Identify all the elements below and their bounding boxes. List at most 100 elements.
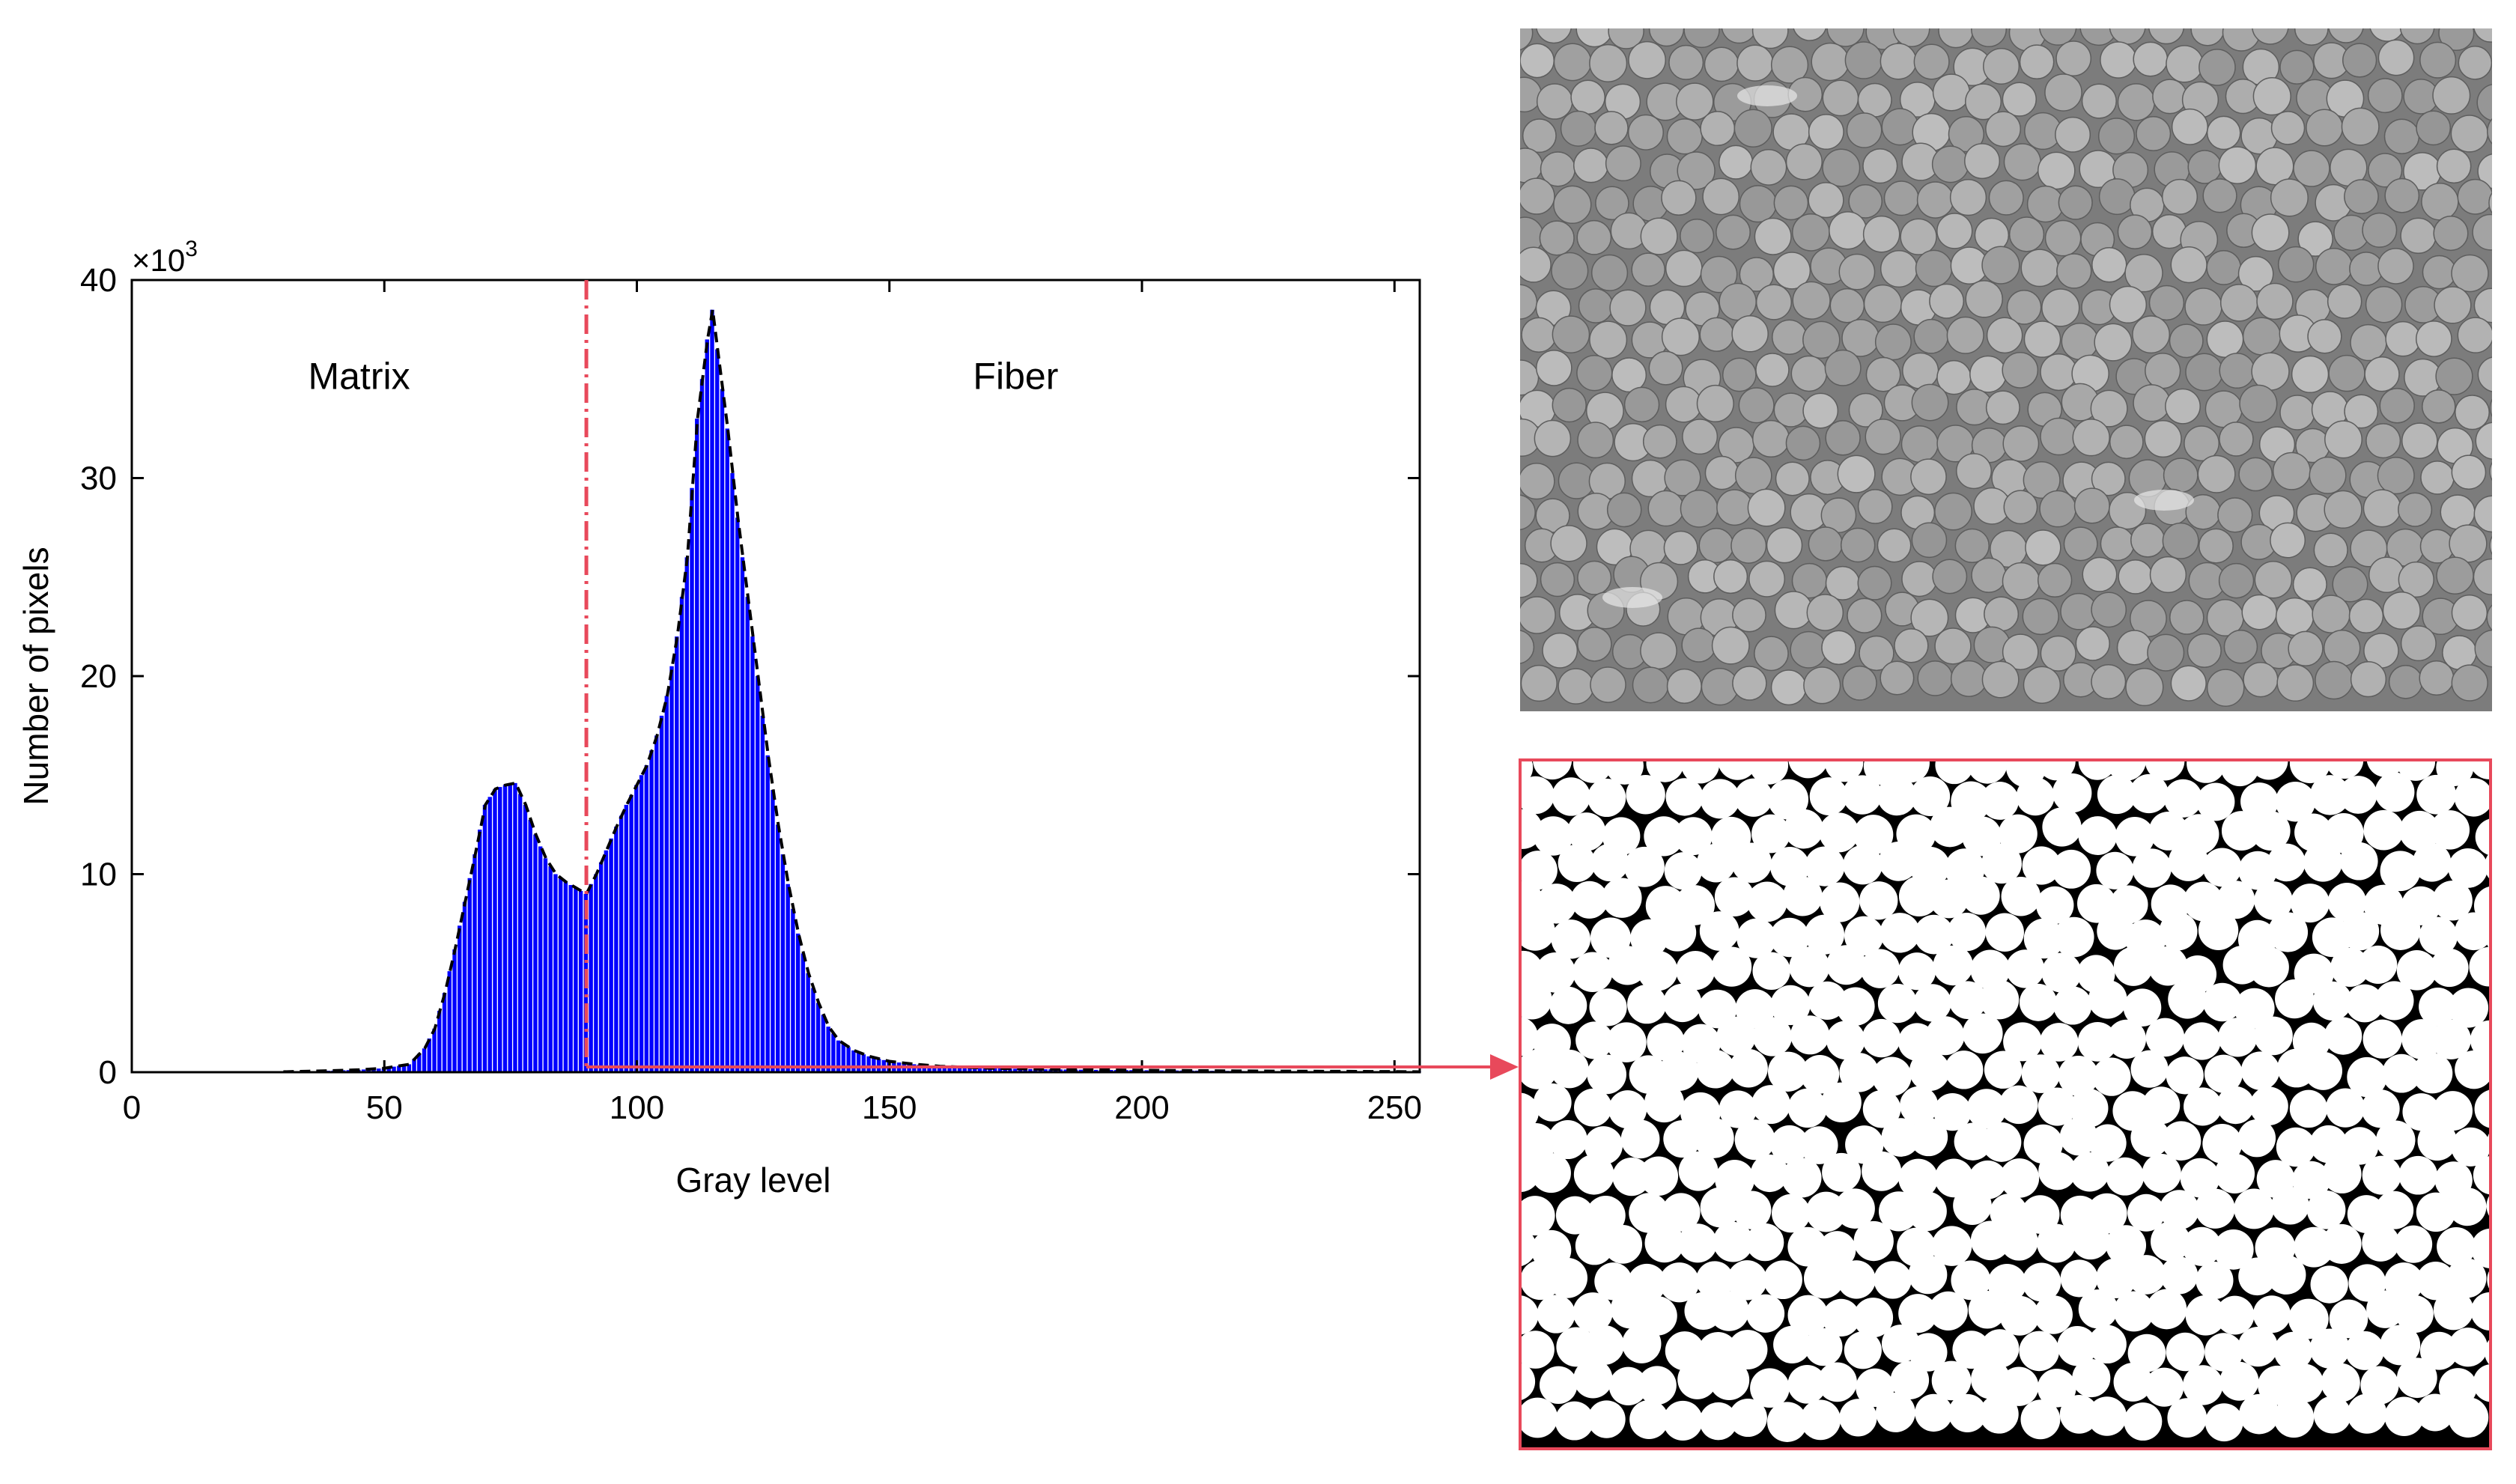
histogram-bar [800,953,806,1072]
fiber [2023,666,2061,704]
fiber [2315,247,2353,285]
fiber [1731,314,1769,353]
fiber [2206,320,2244,359]
fiber [2130,523,2166,558]
fiber-white [1910,776,1951,817]
fiber-white [1948,1393,1987,1432]
fiber [1792,281,1831,320]
fiber-white [2159,912,2198,951]
histogram-bar [639,775,644,1072]
fiber-white [1985,913,2024,952]
fiber [1609,289,1647,326]
fiber-white [2380,910,2421,950]
histogram-bar [851,1050,856,1072]
fiber [1910,458,1947,496]
fiber-white [2237,1119,2276,1158]
fiber [2025,529,2061,566]
histogram-bar [977,1068,982,1072]
fiber-white [1803,1258,1844,1299]
fiber-white [2053,986,2092,1025]
fiber-white [2150,1221,2191,1262]
fiber-white [2088,1124,2127,1162]
histogram-bar [872,1057,876,1072]
histogram-bar [1023,1068,1027,1072]
fiber [1677,151,1716,190]
fiber [2313,532,2348,568]
fiber [2475,422,2492,460]
fiber [1754,217,1792,255]
fiber-white [2095,1258,2136,1299]
fiber [1666,118,1703,155]
fiber-white [1519,979,1552,1020]
fiber-white [1789,946,1830,988]
fiber [2063,526,2098,562]
fiber [2109,425,2144,460]
fiber-white [2204,1333,2243,1372]
fiber [1857,82,1892,118]
fiber [1949,179,1987,216]
fiber [2486,118,2492,145]
fiber-white [2078,816,2118,855]
fiber [2344,394,2379,429]
fiber [2297,221,2333,257]
fiber-white [1859,881,1898,920]
fiber-white [2204,1054,2243,1093]
fiber [1719,145,1754,180]
histogram-bar [654,735,659,1072]
fiber [2288,630,2324,666]
fiber [2451,454,2487,490]
fiber-white [1695,1049,1735,1089]
fiber-white [1519,1331,1555,1369]
fiber-white [2182,1226,2222,1266]
fiber [1865,419,1901,455]
fiber [2270,522,2306,559]
fiber [1542,632,1578,669]
fiber-white [2321,1223,2362,1264]
fiber-white [1877,776,1917,816]
fiber-white [1914,914,1954,955]
fiber-white [1999,1085,2038,1125]
fiber [2243,661,2279,698]
fiber [2149,556,2187,594]
fiber [1881,108,1919,146]
fiber-white [2361,1089,2400,1128]
fiber-white [1909,1333,1948,1372]
fiber [1713,559,1748,594]
fiber-white [1844,1331,1882,1369]
fiber [2342,43,2377,78]
fiber [1880,43,1917,80]
fiber [2399,28,2435,45]
fiber-white [1608,1366,1648,1405]
fiber-white [2129,773,2169,814]
fiber [1913,43,1950,80]
fiber-white [2000,1223,2038,1261]
fiber-white [2213,1229,2254,1270]
fiber-white [2097,912,2135,950]
fiber [2458,46,2492,80]
fiber-white [1872,1056,1912,1097]
fiber-white [2034,1295,2073,1334]
fiber [2040,635,2076,672]
fiber [2197,454,2236,493]
fiber-white [1519,1397,1558,1438]
fiber-white [1788,758,1829,779]
histogram-bar [422,1048,427,1072]
fiber [1534,419,1572,457]
fiber-white [2216,881,2255,919]
histogram-bar [392,1066,396,1072]
histogram-bar [962,1067,967,1072]
fiber-white [1608,1090,1647,1129]
fiber-white [1547,1257,1588,1298]
fiber-white [2329,1299,2368,1339]
fiber-white [2402,1093,2440,1131]
fiber [2184,425,2219,462]
fiber [2477,356,2492,392]
fiber [2152,79,2188,115]
fiber-white [2273,1331,2313,1371]
fiber-white [1519,1196,1555,1236]
fiber-white [1766,1402,1808,1442]
fiber [2022,597,2059,636]
fiber [2362,489,2401,528]
fiber-white [1953,1186,1992,1225]
fiber-white [2309,775,2351,815]
